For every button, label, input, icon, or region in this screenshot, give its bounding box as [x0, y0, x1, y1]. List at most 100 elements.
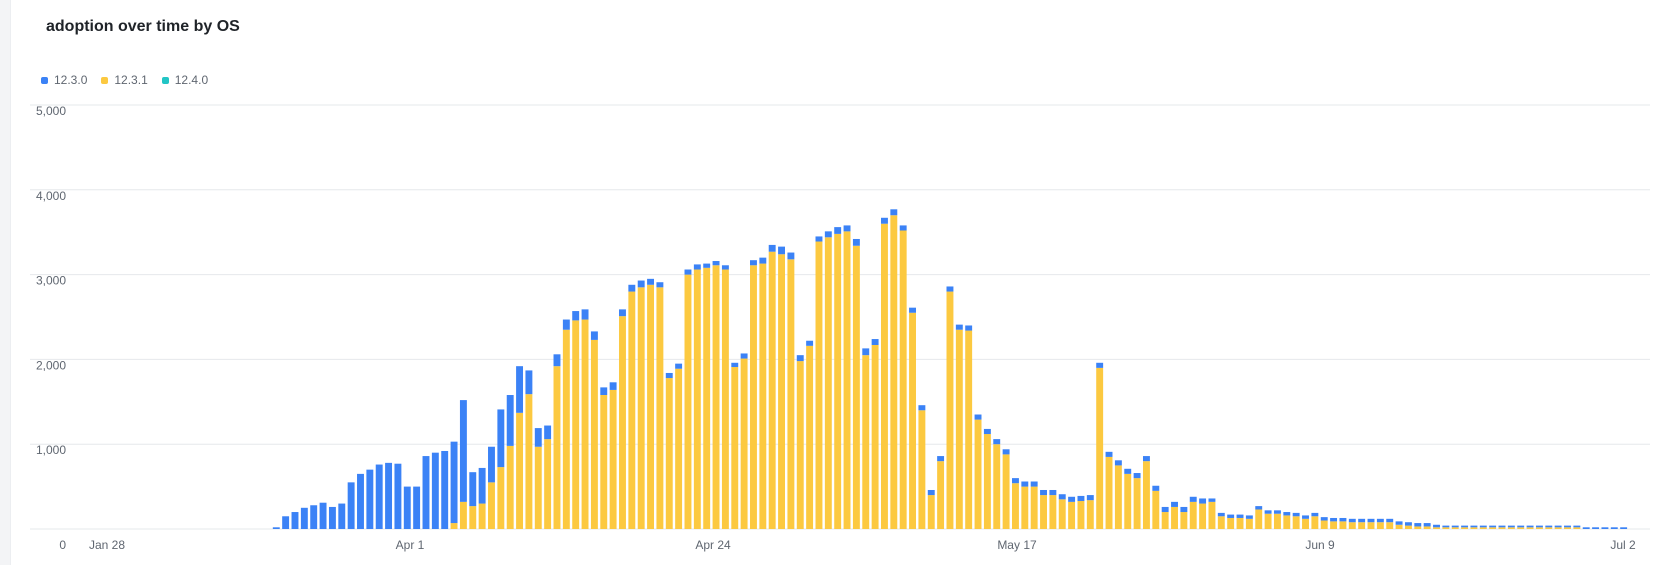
bar-12-3-1[interactable] — [1423, 526, 1431, 529]
bar-12-3-0[interactable] — [1433, 524, 1440, 528]
bar-12-3-0[interactable] — [450, 441, 458, 524]
bar-12-3-0[interactable] — [478, 467, 486, 504]
bar-12-3-1[interactable] — [628, 291, 636, 529]
bar-12-3-0[interactable] — [581, 309, 589, 320]
bar-12-3-1[interactable] — [1180, 512, 1188, 529]
bar-12-3-0[interactable] — [1049, 489, 1057, 496]
bar-12-3-0[interactable] — [628, 284, 636, 292]
bar-12-3-1[interactable] — [937, 461, 945, 529]
bar-12-3-1[interactable] — [881, 223, 888, 529]
bar-12-3-0[interactable] — [1489, 525, 1497, 528]
bar-12-3-0[interactable] — [1404, 522, 1412, 526]
bar-12-3-1[interactable] — [965, 330, 973, 529]
bar-12-3-1[interactable] — [1199, 503, 1207, 529]
bar-12-3-0[interactable] — [1414, 523, 1422, 527]
bar-12-3-0[interactable] — [1423, 523, 1431, 527]
bar-12-3-0[interactable] — [469, 472, 477, 507]
bar-12-3-0[interactable] — [843, 225, 851, 232]
bar-12-3-1[interactable] — [1367, 522, 1375, 529]
bar-12-3-0[interactable] — [431, 452, 439, 529]
bar-12-3-1[interactable] — [1058, 499, 1066, 529]
bar-12-3-1[interactable] — [1461, 527, 1469, 529]
bar-12-3-0[interactable] — [1236, 514, 1244, 518]
bar-12-3-1[interactable] — [469, 506, 477, 529]
bar-12-3-1[interactable] — [1227, 517, 1235, 529]
bar-12-3-0[interactable] — [1124, 468, 1132, 474]
bar-12-3-1[interactable] — [1133, 478, 1141, 529]
bar-12-3-1[interactable] — [1292, 516, 1300, 529]
bar-12-3-0[interactable] — [516, 366, 524, 413]
bar-12-3-0[interactable] — [328, 506, 336, 529]
bar-12-3-0[interactable] — [1451, 525, 1459, 528]
bar-12-3-1[interactable] — [1142, 461, 1150, 529]
bar-12-3-0[interactable] — [684, 269, 692, 275]
bar-12-3-0[interactable] — [1470, 525, 1478, 528]
bar-12-3-0[interactable] — [899, 225, 907, 231]
bar-12-3-0[interactable] — [721, 265, 729, 270]
bar-12-3-0[interactable] — [647, 278, 655, 285]
bar-12-3-0[interactable] — [394, 463, 402, 529]
bar-12-3-1[interactable] — [1273, 513, 1281, 529]
bar-12-3-0[interactable] — [403, 486, 411, 529]
bar-12-3-0[interactable] — [918, 405, 926, 411]
bar-12-3-1[interactable] — [590, 339, 598, 529]
bar-12-3-0[interactable] — [553, 354, 561, 367]
bar-12-3-1[interactable] — [572, 320, 580, 529]
bar-12-3-0[interactable] — [1030, 481, 1038, 487]
bar-12-3-0[interactable] — [983, 428, 991, 435]
bar-12-3-1[interactable] — [1114, 465, 1122, 529]
bar-12-3-1[interactable] — [1302, 518, 1309, 529]
bar-12-3-1[interactable] — [459, 501, 467, 529]
bar-12-3-0[interactable] — [534, 428, 542, 447]
bar-12-3-1[interactable] — [1489, 527, 1497, 529]
bar-12-3-0[interactable] — [965, 325, 973, 331]
bar-12-3-1[interactable] — [1255, 509, 1263, 530]
bar-12-3-1[interactable] — [1068, 501, 1076, 529]
bar-12-3-1[interactable] — [1479, 527, 1487, 529]
bar-12-3-0[interactable] — [731, 362, 739, 368]
bar-12-3-0[interactable] — [796, 355, 804, 362]
bar-12-3-0[interactable] — [600, 387, 608, 396]
bar-12-3-0[interactable] — [852, 238, 860, 246]
bar-12-3-0[interactable] — [1330, 517, 1338, 522]
bar-12-3-0[interactable] — [1358, 518, 1366, 523]
bar-12-3-1[interactable] — [1217, 516, 1225, 529]
bar-12-3-0[interactable] — [1105, 451, 1113, 457]
bar-12-3-0[interactable] — [609, 382, 617, 390]
bar-12-3-1[interactable] — [478, 503, 486, 529]
bar-12-3-0[interactable] — [1479, 525, 1487, 528]
bar-12-3-0[interactable] — [955, 324, 963, 330]
bar-12-3-0[interactable] — [1021, 481, 1029, 487]
bar-12-3-0[interactable] — [993, 439, 1001, 445]
bar-12-3-1[interactable] — [684, 274, 692, 529]
bar-12-3-0[interactable] — [1199, 498, 1207, 504]
bar-12-3-0[interactable] — [1376, 518, 1384, 523]
bar-12-3-1[interactable] — [1517, 527, 1525, 529]
bar-12-3-1[interactable] — [768, 251, 776, 529]
bar-12-3-1[interactable] — [1507, 527, 1515, 529]
bar-12-3-1[interactable] — [974, 419, 982, 529]
bar-12-3-0[interactable] — [1395, 521, 1403, 525]
bar-12-3-1[interactable] — [834, 233, 842, 529]
bar-12-3-1[interactable] — [1189, 501, 1197, 529]
bar-12-3-0[interactable] — [768, 244, 776, 252]
bar-12-3-0[interactable] — [740, 353, 748, 359]
bar-12-3-0[interactable] — [815, 236, 823, 242]
bar-12-3-0[interactable] — [506, 395, 514, 446]
bar-12-3-0[interactable] — [1507, 525, 1515, 528]
bar-12-3-0[interactable] — [1012, 478, 1019, 484]
bar-12-3-1[interactable] — [862, 355, 870, 529]
bar-12-3-0[interactable] — [1620, 527, 1628, 529]
bar-12-3-1[interactable] — [731, 367, 739, 529]
bar-12-3-1[interactable] — [796, 361, 804, 529]
bar-12-3-1[interactable] — [525, 394, 533, 529]
bar-12-3-1[interactable] — [843, 231, 851, 529]
bar-12-3-0[interactable] — [619, 309, 626, 317]
bar-12-3-1[interactable] — [1096, 367, 1104, 529]
bar-12-3-1[interactable] — [1002, 454, 1010, 529]
bar-12-3-0[interactable] — [937, 456, 945, 462]
bar-12-3-0[interactable] — [1152, 485, 1160, 491]
bar-12-3-1[interactable] — [647, 284, 655, 529]
bar-12-3-1[interactable] — [703, 267, 711, 529]
bar-12-3-1[interactable] — [1012, 483, 1019, 529]
